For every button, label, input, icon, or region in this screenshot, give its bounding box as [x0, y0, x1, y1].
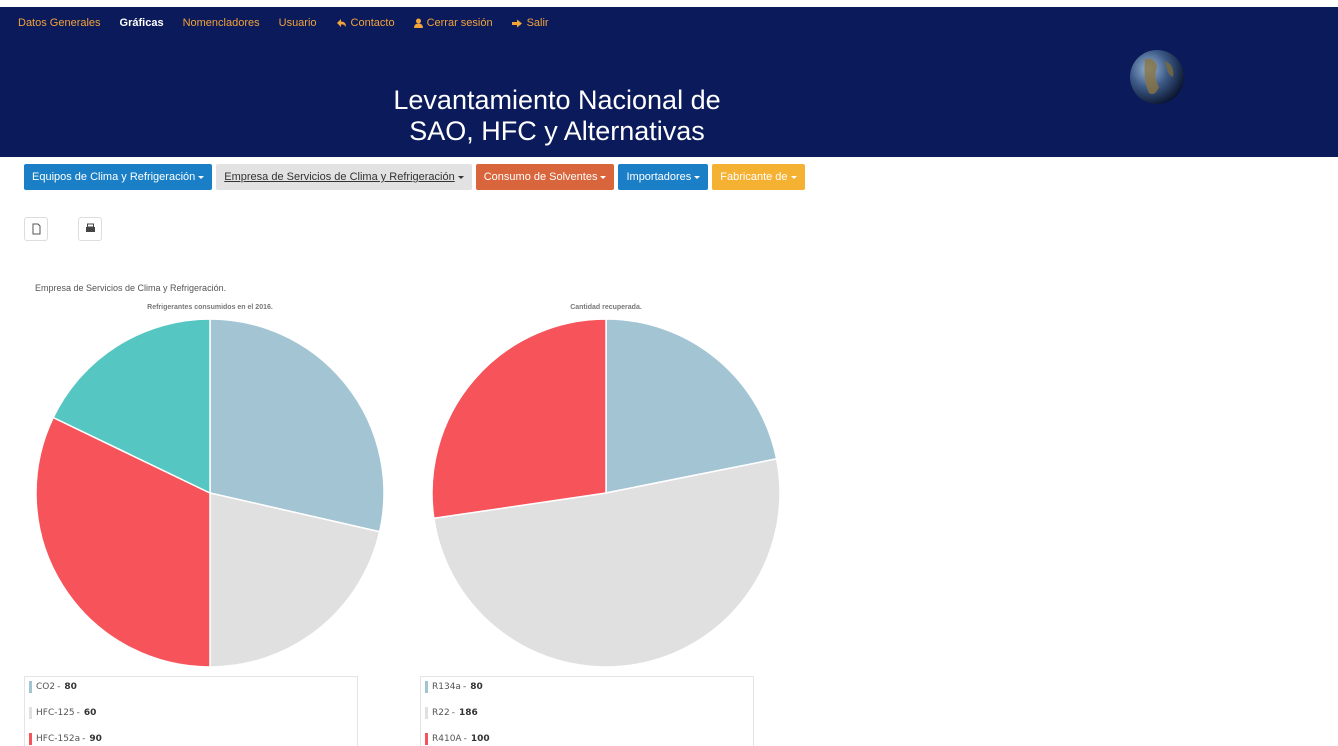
legend-separator: - [57, 682, 60, 692]
legend-value: 100 [471, 734, 490, 744]
legend-value: 90 [89, 734, 102, 744]
legend-separator: - [463, 682, 466, 692]
legend-label: R410A [432, 734, 462, 744]
legend-value: 80 [64, 682, 77, 692]
legend-swatch [425, 707, 428, 719]
legend-separator: - [464, 734, 467, 744]
legend-item: HFC-152a-90 [29, 733, 102, 745]
pie-slice [432, 319, 606, 518]
legend-value: 80 [470, 682, 483, 692]
legend-item: R134a-80 [425, 681, 483, 693]
legend-separator: - [452, 708, 455, 718]
chart-title: Cantidad recuperada. [570, 304, 642, 311]
legend-separator: - [82, 734, 85, 744]
legend-label: HFC-152a [36, 734, 80, 744]
legend-item: HFC-125-60 [29, 707, 96, 719]
charts: Refrigerantes consumidos en el 2016. Cant… [0, 0, 800, 746]
legend-label: CO2 [36, 682, 55, 692]
legend-value: 186 [459, 708, 478, 718]
legend-label: R134a [432, 682, 461, 692]
legend-swatch [29, 733, 32, 745]
legend-swatch [425, 733, 428, 745]
legend-label: R22 [432, 708, 450, 718]
legend-value: 60 [84, 708, 97, 718]
page: {"nav": {"links": ["Datos Generales", "G… [0, 0, 1338, 746]
globe-logo [1127, 47, 1187, 107]
app: Datos Generales Gráficas Nomencladores U… [0, 0, 1338, 746]
legend-item: R22-186 [425, 707, 478, 719]
legend-swatch [29, 681, 32, 693]
legend-label: HFC-125 [36, 708, 75, 718]
body: Datos Generales Gráficas Nomencladores U… [0, 0, 1338, 746]
legend-item: CO2-80 [29, 681, 77, 693]
legend-item: R410A-100 [425, 733, 490, 745]
chart-title: Refrigerantes consumidos en el 2016. [147, 304, 273, 311]
legend-swatch [29, 707, 32, 719]
legend-separator: - [77, 708, 80, 718]
legend-swatch [425, 681, 428, 693]
